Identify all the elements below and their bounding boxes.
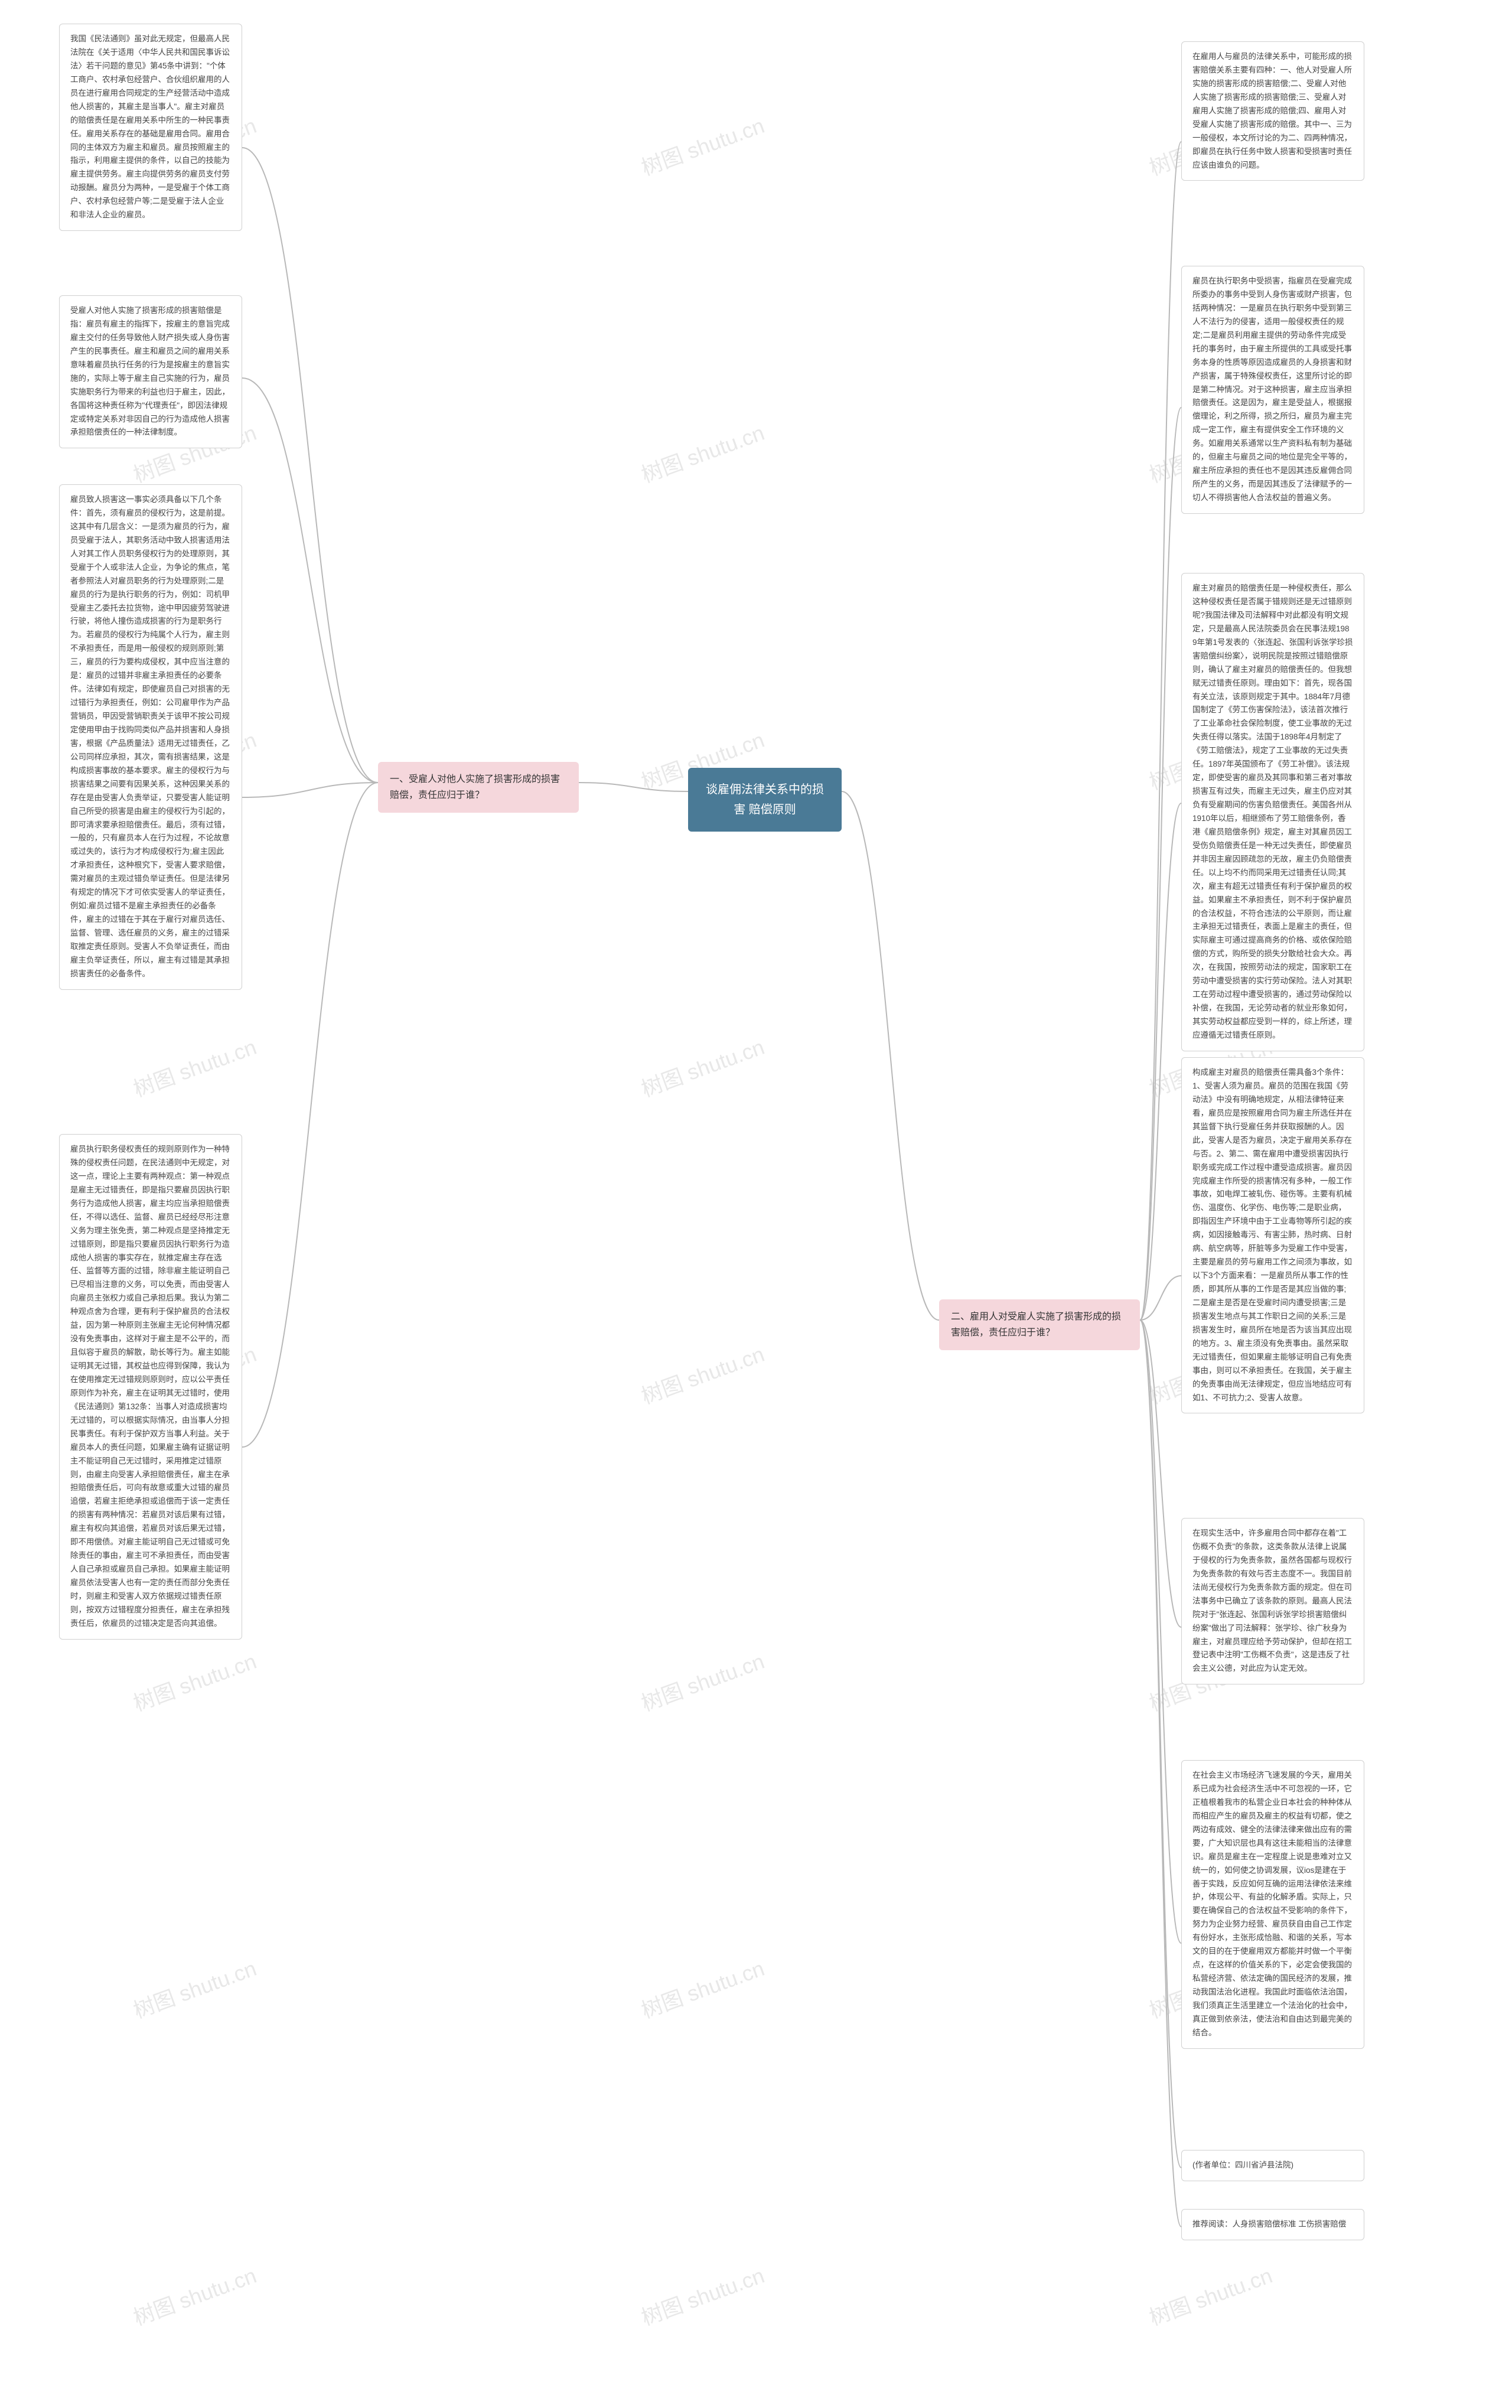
root-node: 谈雇佣法律关系中的损害 赔偿原则 xyxy=(688,768,842,832)
connector xyxy=(1140,803,1181,1320)
watermark: 树图 shutu.cn xyxy=(129,1951,260,2024)
watermark: 树图 shutu.cn xyxy=(129,1644,260,1717)
branch-right-text: 二、雇用人对受雇人实施了损害形成的损害赔偿，责任应归于谁？ xyxy=(951,1312,1121,1338)
connector xyxy=(1140,1320,1181,1627)
connector xyxy=(1140,1320,1181,2227)
connector xyxy=(242,148,378,783)
connector xyxy=(1140,142,1181,1320)
leaf-left-1: 受雇人对他人实施了损害形成的损害赔偿是指：雇员有雇主的指挥下，按雇主的意旨完成雇… xyxy=(59,295,242,448)
watermark: 树图 shutu.cn xyxy=(637,1337,768,1410)
connector xyxy=(842,791,939,1320)
connector xyxy=(242,378,378,783)
leaf-right-2: 雇主对雇员的赔偿责任是一种侵权责任，那么这种侵权责任是否属于错规则还是无过错原则… xyxy=(1181,573,1364,1051)
leaf-right-6: (作者单位：四川省泸县法院) xyxy=(1181,2150,1364,2181)
watermark: 树图 shutu.cn xyxy=(637,1644,768,1717)
leaf-right-0: 在雇用人与雇员的法律关系中，可能形成的损害赔偿关系主要有四种：一、他人对受雇人所… xyxy=(1181,41,1364,181)
leaf-left-2: 雇员致人损害这一事实必须具备以下几个条件：首先，须有雇员的侵权行为，这是前提。这… xyxy=(59,484,242,990)
watermark: 树图 shutu.cn xyxy=(637,109,768,181)
connector xyxy=(1140,1320,1181,1943)
connector xyxy=(242,783,378,797)
leaf-left-3: 雇员执行职务侵权责任的规则原则作为一种特殊的侵权责任问题，在民法通则中无规定，对… xyxy=(59,1134,242,1640)
branch-right: 二、雇用人对受雇人实施了损害形成的损害赔偿，责任应归于谁？ xyxy=(939,1299,1140,1350)
connector xyxy=(1140,1320,1181,2168)
watermark: 树图 shutu.cn xyxy=(129,2259,260,2331)
watermark: 树图 shutu.cn xyxy=(1145,2259,1276,2331)
watermark: 树图 shutu.cn xyxy=(637,416,768,488)
leaf-right-3: 构成雇主对雇员的赔偿责任需具备3个条件：1、受害人须为雇员。雇员的范围在我国《劳… xyxy=(1181,1057,1364,1413)
watermark: 树图 shutu.cn xyxy=(129,1030,260,1103)
branch-left-text: 一、受雇人对他人实施了损害形成的损害赔偿，责任应归于谁？ xyxy=(390,774,560,800)
connector xyxy=(1140,1276,1181,1320)
leaf-left-0: 我国《民法通则》虽对此无规定，但最高人民法院在《关于适用〈中华人民共和国民事诉讼… xyxy=(59,24,242,231)
leaf-right-1: 雇员在执行职务中受损害，指雇员在受雇完成所委办的事务中受到人身伤害或财产损害，包… xyxy=(1181,266,1364,514)
watermark: 树图 shutu.cn xyxy=(637,2259,768,2331)
branch-left: 一、受雇人对他人实施了损害形成的损害赔偿，责任应归于谁？ xyxy=(378,762,579,813)
connector xyxy=(242,783,378,1447)
connector xyxy=(579,783,688,791)
leaf-right-7: 推荐阅读：人身损害赔偿标准 工伤损害赔偿 xyxy=(1181,2209,1364,2240)
leaf-right-4: 在现实生活中，许多雇用合同中都存在着"工伤概不负责"的条款，这类条款从法律上说属… xyxy=(1181,1518,1364,1684)
watermark: 树图 shutu.cn xyxy=(637,1030,768,1103)
watermark: 树图 shutu.cn xyxy=(637,1951,768,2024)
connector xyxy=(1140,408,1181,1320)
leaf-right-5: 在社会主义市场经济飞速发展的今天，雇用关系已成为社会经济生活中不可忽视的一环，它… xyxy=(1181,1760,1364,2049)
root-text: 谈雇佣法律关系中的损害 赔偿原则 xyxy=(706,783,824,816)
